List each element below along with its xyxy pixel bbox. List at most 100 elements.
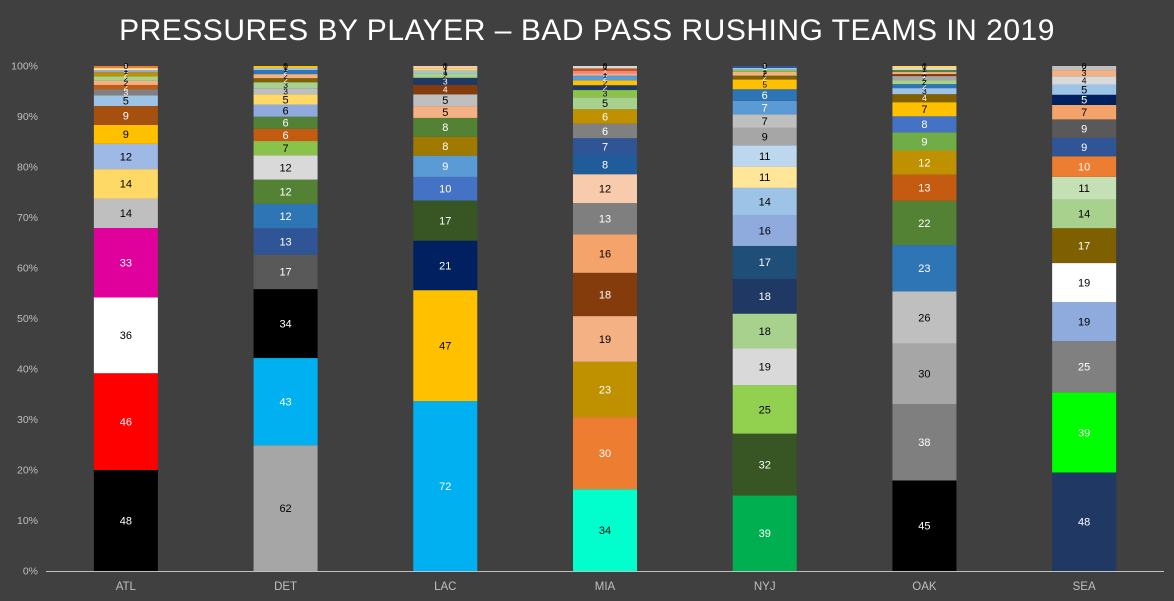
data-label: 18 xyxy=(759,291,771,303)
data-label: 2 xyxy=(283,67,288,77)
data-label: 13 xyxy=(599,214,611,226)
data-label: 0 xyxy=(922,61,927,71)
data-label: 0 xyxy=(283,61,288,71)
data-label: 3 xyxy=(283,80,288,90)
bar-segment xyxy=(93,68,158,71)
bar-segment xyxy=(413,106,478,118)
bar-segment xyxy=(1052,66,1117,71)
data-label: 0 xyxy=(443,61,448,71)
data-label: 12 xyxy=(918,157,930,169)
bar-segment xyxy=(892,116,957,133)
bar-segment xyxy=(93,72,158,77)
data-label: 18 xyxy=(759,326,771,338)
bar-segment xyxy=(732,245,797,279)
bar-segment xyxy=(253,68,318,71)
bar-segment xyxy=(732,313,797,349)
bar-segment xyxy=(253,82,318,89)
data-label: 9 xyxy=(1081,123,1087,135)
data-label: 2 xyxy=(443,70,448,80)
data-label: 0 xyxy=(123,61,128,71)
y-tick-label: 40% xyxy=(17,364,38,376)
bar-segment xyxy=(93,169,158,199)
x-tick-label: DET xyxy=(274,581,297,593)
data-label: 2 xyxy=(283,75,288,85)
bar-segment xyxy=(892,70,957,73)
bar-segment xyxy=(93,470,158,571)
bar-segment xyxy=(732,67,797,70)
data-label: 1 xyxy=(283,62,288,72)
data-label: 9 xyxy=(123,110,129,122)
data-label: 6 xyxy=(283,118,289,130)
data-label: 30 xyxy=(599,448,611,460)
data-label: 16 xyxy=(759,225,771,237)
data-label: 1 xyxy=(603,65,608,75)
data-label: 9 xyxy=(442,161,448,173)
bar-segment xyxy=(573,97,637,110)
bar-segment xyxy=(573,70,637,74)
chart-title: PRESSURES BY PLAYER – BAD PASS RUSHING T… xyxy=(119,14,1055,47)
data-label: 1 xyxy=(762,62,767,72)
data-label: 2 xyxy=(283,71,288,81)
data-label: 1 xyxy=(123,64,128,74)
data-label: 10 xyxy=(439,184,451,196)
data-label: 4 xyxy=(922,93,927,103)
bar-segment xyxy=(253,88,318,95)
bar-segment xyxy=(573,123,637,139)
bar-segment xyxy=(573,66,637,69)
bar-segment xyxy=(93,124,158,144)
data-label: 34 xyxy=(279,318,291,330)
data-label: 14 xyxy=(759,196,771,208)
bar-segment xyxy=(413,66,478,69)
bar-segment xyxy=(1052,472,1117,571)
data-label: 6 xyxy=(602,126,608,138)
data-label: 43 xyxy=(279,397,291,409)
data-label: 18 xyxy=(599,289,611,301)
data-label: 2 xyxy=(603,78,608,88)
data-label: 5 xyxy=(123,96,129,108)
bar-segment xyxy=(93,228,158,298)
bar-segment xyxy=(892,66,957,69)
data-label: 0 xyxy=(762,61,767,71)
bar-segment xyxy=(732,89,797,101)
data-label: 3 xyxy=(922,86,927,96)
bar-segment xyxy=(1052,76,1117,85)
data-label: 3 xyxy=(283,86,288,96)
bar-segment xyxy=(732,69,797,72)
bar-segment xyxy=(413,70,478,74)
bar-segment xyxy=(573,138,637,155)
bar-segment xyxy=(1052,119,1117,138)
data-label: 5 xyxy=(283,94,289,106)
bar-segment xyxy=(1052,263,1117,303)
bar-segment xyxy=(732,145,797,167)
data-label: 17 xyxy=(279,267,291,279)
bar-segment xyxy=(253,70,318,75)
data-label: 23 xyxy=(599,384,611,396)
data-label: 22 xyxy=(918,218,930,230)
bar-segment xyxy=(93,373,158,470)
data-label: 2 xyxy=(922,73,927,83)
data-label: 5 xyxy=(762,79,767,89)
data-label: 2 xyxy=(123,82,128,92)
data-label: 26 xyxy=(918,312,930,324)
data-label: 62 xyxy=(279,503,291,515)
data-label: 25 xyxy=(759,404,771,416)
bar-segment xyxy=(413,68,478,71)
data-label: 12 xyxy=(279,187,291,199)
bar-segment xyxy=(253,155,318,180)
bar-segment xyxy=(732,66,797,68)
data-label: 2 xyxy=(1082,63,1087,73)
bar-segment xyxy=(253,445,318,571)
bar-segment xyxy=(732,278,797,314)
bar-segment xyxy=(253,78,318,83)
data-label: 1 xyxy=(922,62,927,72)
bar-segment xyxy=(1052,84,1117,95)
data-label: 12 xyxy=(599,183,611,195)
bar-segment xyxy=(413,84,478,95)
data-label: 32 xyxy=(759,459,771,471)
data-label: 2 xyxy=(123,78,128,88)
data-label: 1 xyxy=(762,66,767,76)
bar-segment xyxy=(573,361,637,418)
bar-segment xyxy=(732,348,797,386)
